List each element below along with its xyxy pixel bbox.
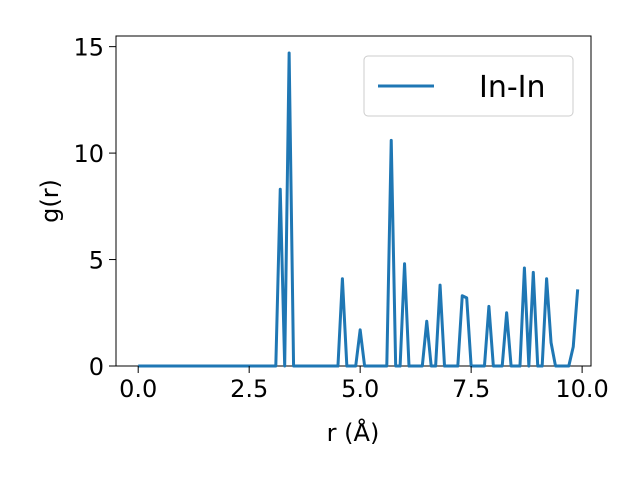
x-tick-label: 7.5 — [452, 375, 490, 403]
y-tick-label: 5 — [89, 247, 104, 275]
y-tick-label: 15 — [73, 34, 104, 62]
x-tick-label: 0.0 — [119, 375, 157, 403]
y-tick-label: 10 — [73, 140, 104, 168]
legend-label: In-In — [479, 70, 546, 105]
x-axis-ticks: 0.0 2.5 5.0 7.5 10.0 — [119, 366, 609, 403]
y-axis-ticks: 0 5 10 15 — [73, 34, 116, 381]
x-tick-label: 2.5 — [230, 375, 268, 403]
y-tick-label: 0 — [89, 353, 104, 381]
x-axis-label: r (Å) — [327, 418, 380, 447]
y-axis-label: g(r) — [36, 179, 64, 223]
legend: In-In — [363, 55, 574, 117]
x-tick-label: 5.0 — [341, 375, 379, 403]
series-layer — [138, 51, 580, 368]
x-tick-label: 10.0 — [555, 375, 608, 403]
legend-box — [363, 55, 574, 117]
series-line-0 — [138, 51, 580, 368]
